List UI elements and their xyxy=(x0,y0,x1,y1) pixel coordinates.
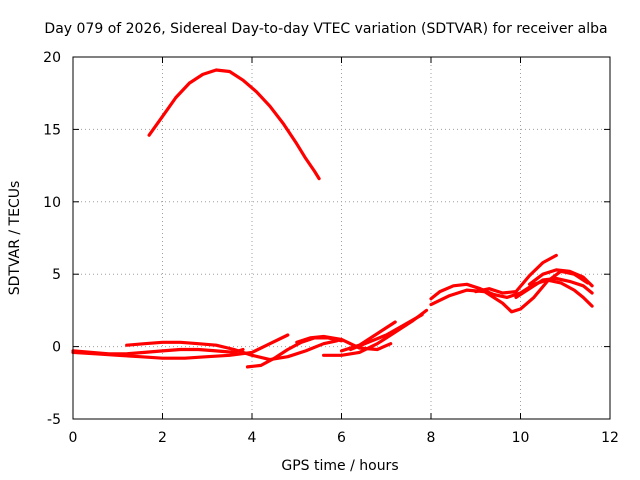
x-tick-label: 2 xyxy=(158,430,167,446)
x-tick-label: 4 xyxy=(248,430,257,446)
series-arc-low-b xyxy=(71,347,245,356)
x-tick-label: 10 xyxy=(512,430,530,446)
series-arc-high xyxy=(147,68,321,181)
grid-layer xyxy=(73,57,610,419)
series-arc-eve-c xyxy=(474,253,558,295)
y-tick-label: 5 xyxy=(52,267,61,283)
y-tick-label: 0 xyxy=(52,340,61,356)
x-tick-label: 8 xyxy=(427,430,436,446)
x-tick-label: 0 xyxy=(69,430,78,446)
series-arc-low-e xyxy=(295,334,393,352)
y-tick-label: -5 xyxy=(47,412,61,428)
x-axis-title: GPS time / hours xyxy=(281,458,398,474)
series-arc-mid-c xyxy=(348,313,424,352)
y-axis-title: SDTVAR / TECUs xyxy=(7,181,23,296)
series-arc-eve-a xyxy=(429,278,594,308)
series-arc-low-c xyxy=(125,339,339,362)
x-tick-label: 12 xyxy=(601,430,619,446)
x-tick-label: 6 xyxy=(337,430,346,446)
chart-title: Day 079 of 2026, Sidereal Day-to-day VTE… xyxy=(44,21,607,37)
series-arc-eve-e xyxy=(527,268,594,288)
y-tick-label: 15 xyxy=(43,122,61,138)
tick-layer: 0 2 4 6 8 10 12 -5 0 5 10 15 20 xyxy=(43,50,619,446)
y-tick-label: 10 xyxy=(43,195,61,211)
series-layer xyxy=(71,68,594,369)
series-arc-eve-d xyxy=(514,276,594,299)
y-tick-label: 20 xyxy=(43,50,61,66)
